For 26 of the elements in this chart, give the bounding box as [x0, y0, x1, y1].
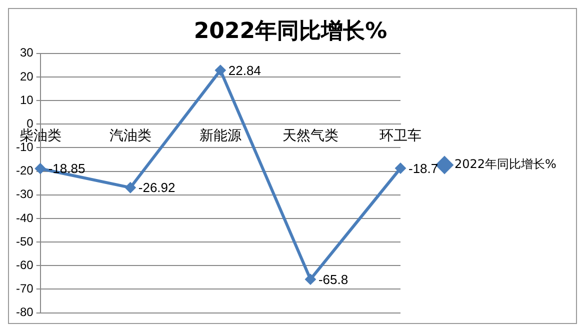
y-tick-label: 20 — [20, 69, 34, 84]
data-label: -65.8 — [318, 272, 348, 287]
data-label: -18.85 — [48, 161, 86, 176]
x-tick-label: 汽油类 — [109, 128, 152, 144]
y-tick-label: -70 — [16, 282, 34, 296]
data-label: -18.7 — [408, 160, 438, 176]
legend-label: 2022年同比增长% — [454, 157, 556, 172]
y-tick-label: 30 — [20, 46, 34, 60]
x-tick-label: 天然气类 — [282, 128, 338, 144]
y-tick-label: -40 — [16, 210, 34, 225]
y-tick-label: -50 — [16, 234, 34, 248]
data-label: 22.84 — [228, 62, 261, 78]
x-tick-label: 新能源 — [199, 128, 242, 144]
y-tick-label: -20 — [16, 164, 34, 178]
x-tick-label: 环卫车 — [380, 128, 422, 144]
y-tick-label: -80 — [16, 305, 34, 320]
point — [34, 163, 46, 174]
point — [214, 64, 226, 76]
point — [304, 274, 316, 285]
y-tick-label: 10 — [20, 92, 34, 107]
point — [395, 162, 406, 174]
point — [124, 182, 136, 194]
chart-title: 2022年同比增长% — [194, 18, 388, 44]
data-label: -26.92 — [138, 180, 176, 196]
y-tick-label: -30 — [16, 187, 34, 202]
y-tick-label: -60 — [16, 258, 34, 272]
